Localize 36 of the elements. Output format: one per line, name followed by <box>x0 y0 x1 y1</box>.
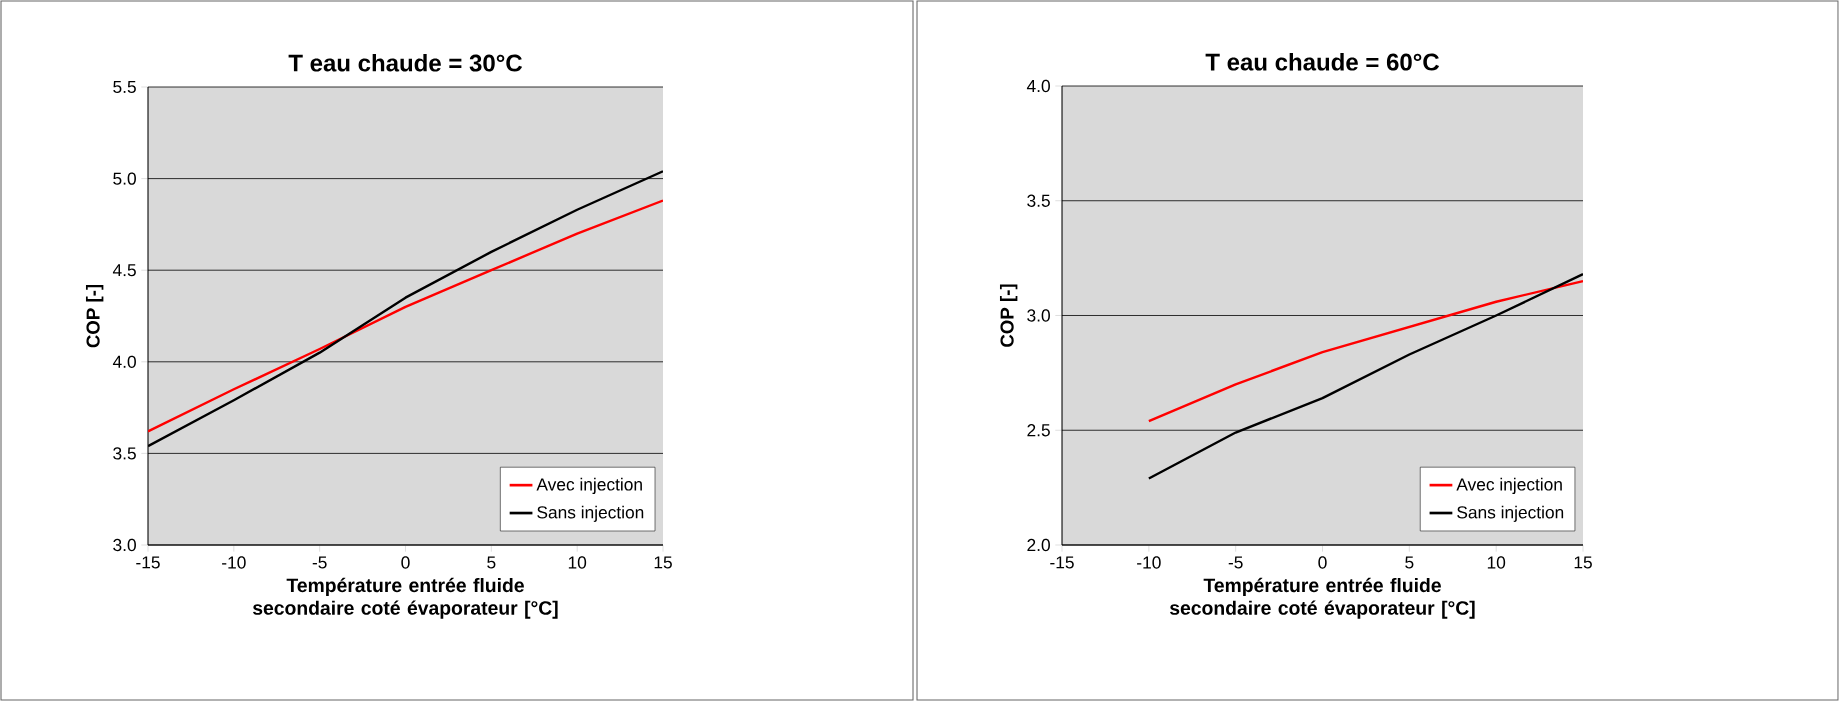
x-tick-label: 0 <box>401 556 410 569</box>
x-tick-label: 5 <box>1405 556 1414 569</box>
legend-label: Sans injection <box>1457 505 1564 522</box>
x-tick-label: 15 <box>1574 556 1592 569</box>
x-tick-label: 10 <box>568 556 587 569</box>
x-tick-label: -15 <box>136 556 160 569</box>
y-axis-title: COP [-] <box>999 284 1018 347</box>
y-tick-label: 5.5 <box>113 80 136 94</box>
y-axis-title: COP [-] <box>85 284 104 348</box>
x-axis-title: Température entrée fluide secondaire coté évaporateur [°C] <box>1169 577 1475 619</box>
y-tick-label: 3.0 <box>113 538 136 552</box>
y-tick-label: 4.5 <box>112 264 136 277</box>
y-tick-label: 3.0 <box>1027 309 1050 322</box>
chart-title: T eau chaude = 30°C <box>288 53 523 72</box>
x-tick-label: 10 <box>1487 556 1506 569</box>
line-series <box>148 199 663 433</box>
y-tick-label: 3.5 <box>1027 194 1050 207</box>
y-tick-label: 5.0 <box>113 172 136 185</box>
y-tick-label: 2.5 <box>1027 424 1050 437</box>
legend-label: Avec injection <box>1456 477 1562 494</box>
x-tick-label: -5 <box>1228 556 1243 569</box>
x-tick-label: 0 <box>1318 556 1327 569</box>
x-tick-label: -15 <box>1050 556 1074 569</box>
y-tick-label: 2.0 <box>1027 538 1050 552</box>
legend-label: Sans injection <box>537 505 644 522</box>
x-tick-label: -10 <box>1137 556 1161 569</box>
legend-label: Avec injection <box>536 477 642 495</box>
y-tick-label: 3.5 <box>113 447 136 460</box>
x-tick-label: 15 <box>654 556 672 569</box>
chart-title: T eau chaude = 60°C <box>1205 52 1440 71</box>
y-tick-label: 4.0 <box>1026 79 1050 93</box>
y-tick-label: 4.0 <box>112 355 136 368</box>
x-tick-label: -10 <box>222 556 246 569</box>
x-tick-label: 5 <box>487 556 496 569</box>
x-axis-title: Température entrée fluide secondaire coté évaporateur [°C] <box>252 577 558 619</box>
x-tick-label: -5 <box>312 556 327 569</box>
